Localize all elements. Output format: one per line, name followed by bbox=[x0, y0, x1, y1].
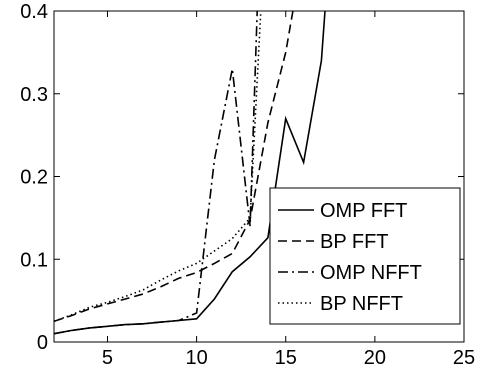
x-tick-label: 25 bbox=[453, 347, 475, 369]
legend-label-omp-nfft: OMP NFFT bbox=[320, 262, 422, 284]
y-tick-label: 0.3 bbox=[20, 84, 48, 106]
series-line-omp-nfft bbox=[54, 11, 258, 335]
axes-layer bbox=[53, 10, 465, 343]
y-tick-label: 0.4 bbox=[20, 1, 48, 23]
legend: OMP FFT BP FFT OMP NFFT BP NFFT bbox=[269, 187, 461, 325]
y-tick-label: 0.1 bbox=[20, 249, 48, 271]
series-line-bp-fft bbox=[54, 11, 294, 323]
legend-label-bp-nfft: BP NFFT bbox=[320, 293, 403, 315]
y-tick-label: 0 bbox=[37, 332, 48, 354]
tick-label-layer: 5 10 15 20 25 0 0.1 0.2 0.3 0.4 bbox=[20, 1, 475, 369]
series-layer bbox=[54, 11, 326, 335]
x-tick-label: 15 bbox=[275, 347, 297, 369]
legend-label-bp-fft: BP FFT bbox=[320, 231, 389, 253]
x-tick-label: 10 bbox=[185, 347, 207, 369]
legend-label-omp-fft: OMP FFT bbox=[320, 200, 407, 222]
x-tick-label: 5 bbox=[102, 347, 113, 369]
y-tick-label: 0.2 bbox=[20, 167, 48, 189]
x-tick-label: 20 bbox=[364, 347, 386, 369]
